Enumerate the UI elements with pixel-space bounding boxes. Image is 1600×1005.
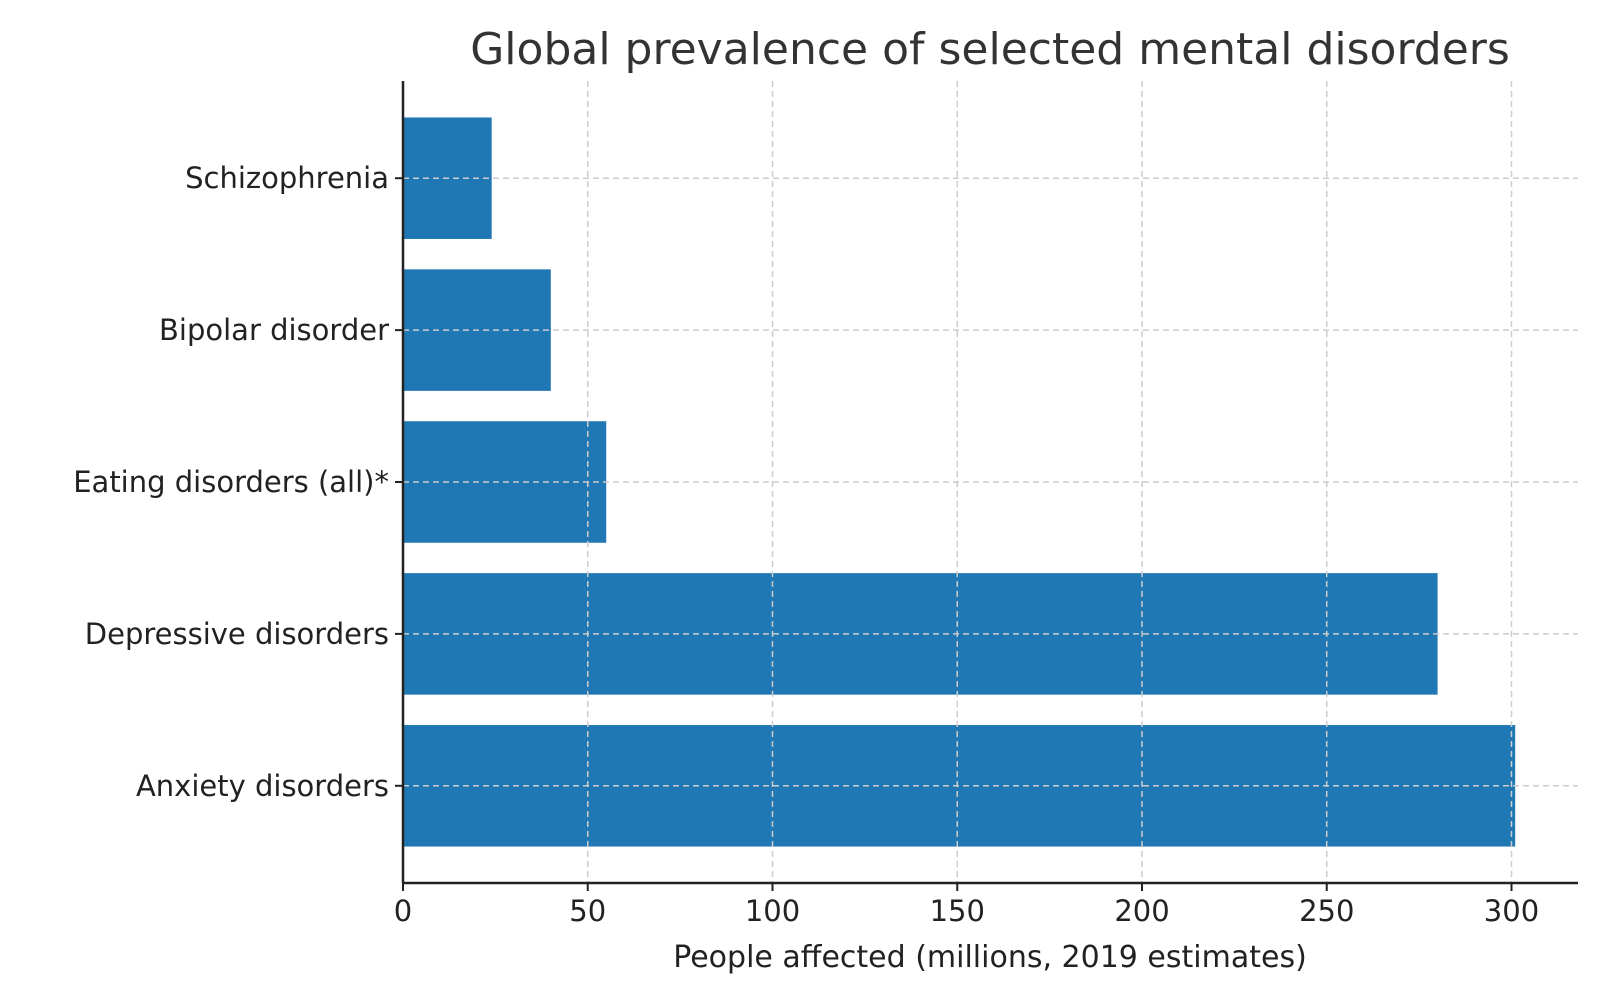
- x-tick-label: 50: [569, 894, 606, 928]
- y-tick-label: Anxiety disorders: [136, 769, 389, 803]
- x-axis-label: People affected (millions, 2019 estimate…: [673, 940, 1307, 975]
- x-tick-label: 200: [1114, 894, 1169, 928]
- y-tick-label: Schizophrenia: [185, 161, 389, 195]
- x-ticks: 0 50 100 150 200 250 300: [394, 883, 1539, 928]
- x-tick-label: 250: [1299, 894, 1354, 928]
- grid: [402, 81, 1578, 883]
- x-tick-label: 0: [394, 894, 412, 928]
- y-tick-label: Bipolar disorder: [159, 313, 389, 347]
- y-tick-label: Depressive disorders: [85, 617, 389, 651]
- y-tick-label: Eating disorders (all)*: [73, 465, 389, 499]
- x-tick-label: 300: [1484, 894, 1539, 928]
- chart-title: Global prevalence of selected mental dis…: [470, 24, 1510, 75]
- x-tick-label: 100: [745, 894, 800, 928]
- y-ticks: Anxiety disorders Depressive disorders Eat…: [73, 161, 403, 803]
- x-tick-label: 150: [930, 894, 985, 928]
